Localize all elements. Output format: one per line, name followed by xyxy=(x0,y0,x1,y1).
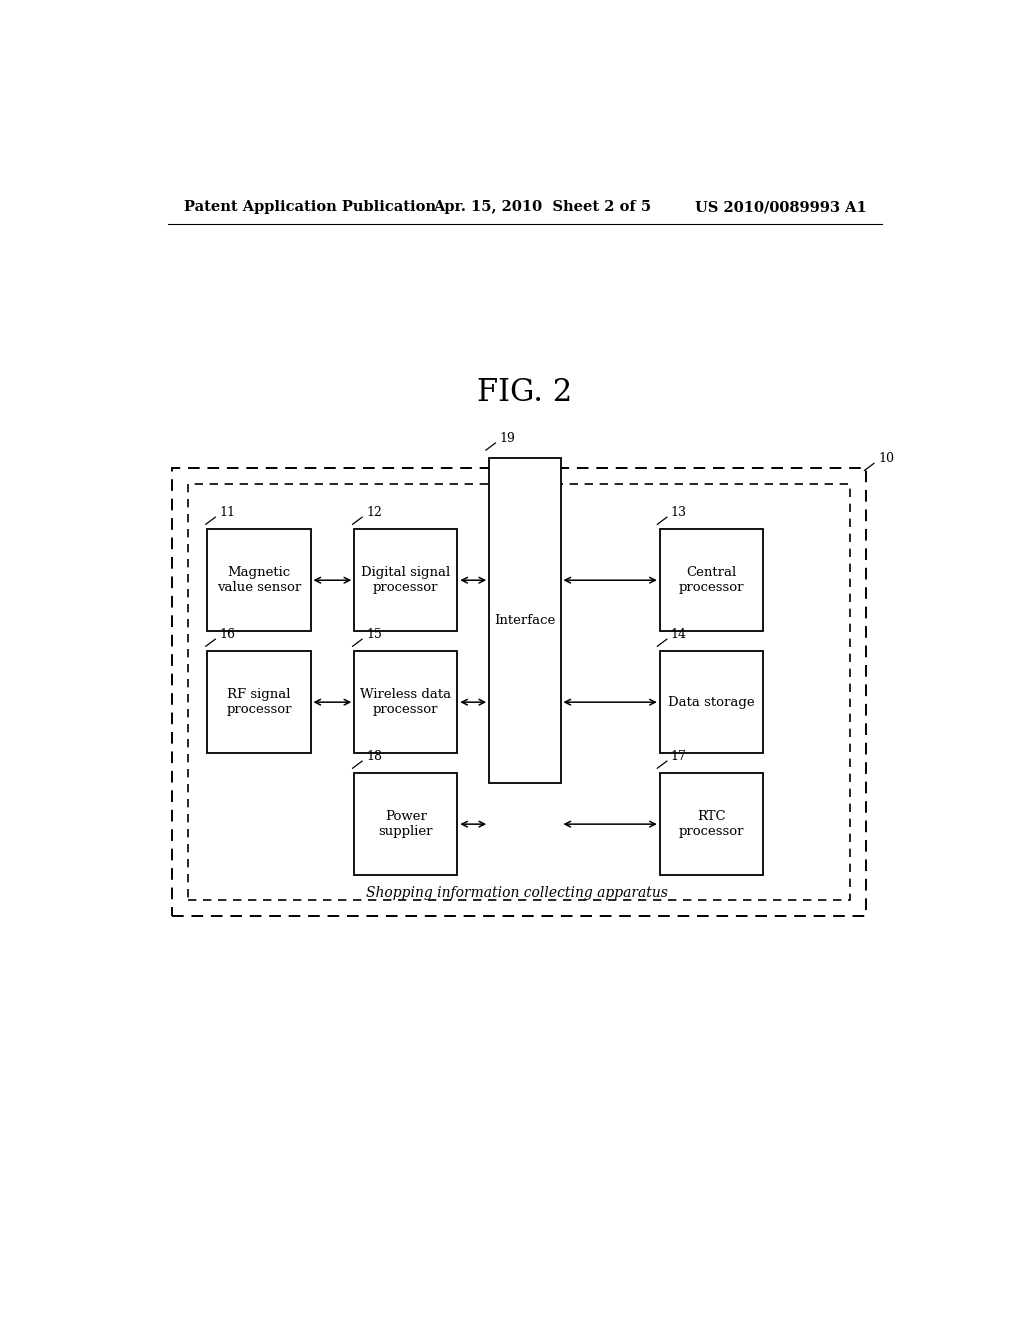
Bar xyxy=(659,651,763,752)
Text: US 2010/0089993 A1: US 2010/0089993 A1 xyxy=(695,201,867,214)
Text: Shopping information collecting apparatus: Shopping information collecting apparatu… xyxy=(366,886,668,900)
Text: 14: 14 xyxy=(671,628,687,642)
Text: Wireless data
processor: Wireless data processor xyxy=(360,688,452,717)
Text: 13: 13 xyxy=(671,507,687,519)
Text: Apr. 15, 2010  Sheet 2 of 5: Apr. 15, 2010 Sheet 2 of 5 xyxy=(433,201,651,214)
Text: 10: 10 xyxy=(878,453,894,466)
Bar xyxy=(659,774,763,875)
Text: Central
processor: Central processor xyxy=(679,566,744,594)
Bar xyxy=(207,651,310,752)
Bar xyxy=(354,529,458,631)
Text: 12: 12 xyxy=(367,507,382,519)
Bar xyxy=(489,458,560,784)
Bar xyxy=(659,529,763,631)
Text: Power
supplier: Power supplier xyxy=(379,810,433,838)
Bar xyxy=(172,469,866,916)
Bar xyxy=(207,529,310,631)
Text: 19: 19 xyxy=(500,432,515,445)
Bar xyxy=(354,774,458,875)
Text: 18: 18 xyxy=(367,750,382,763)
Text: 17: 17 xyxy=(671,750,687,763)
Bar xyxy=(187,483,850,900)
Bar xyxy=(354,651,458,752)
Text: 15: 15 xyxy=(367,628,382,642)
Text: RTC
processor: RTC processor xyxy=(679,810,744,838)
Text: Patent Application Publication: Patent Application Publication xyxy=(183,201,435,214)
Text: FIG. 2: FIG. 2 xyxy=(477,376,572,408)
Text: Data storage: Data storage xyxy=(668,696,755,709)
Text: Magnetic
value sensor: Magnetic value sensor xyxy=(217,566,301,594)
Text: RF signal
processor: RF signal processor xyxy=(226,688,292,717)
Text: 16: 16 xyxy=(219,628,236,642)
Text: Digital signal
processor: Digital signal processor xyxy=(361,566,451,594)
Text: Interface: Interface xyxy=(495,614,555,627)
Text: 11: 11 xyxy=(219,507,236,519)
